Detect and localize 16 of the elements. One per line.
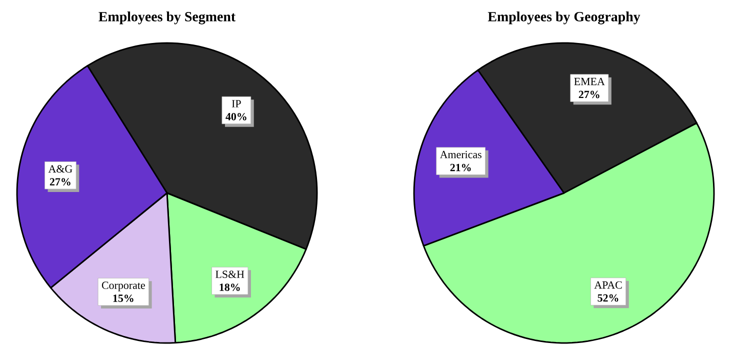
chart-title: Employees by Segment: [98, 12, 236, 24]
data-label: 52%: [598, 294, 618, 302]
slice-label: EMEA: [574, 78, 605, 86]
data-label: 15%: [113, 294, 134, 302]
data-label: 18%: [220, 284, 240, 291]
data-label: 40%: [226, 112, 246, 120]
slice-label: Corporate: [102, 282, 145, 292]
slice-label: LS&H: [216, 270, 244, 278]
slice-label: IP: [232, 100, 241, 108]
data-label: 21%: [450, 164, 471, 172]
data-label: 27%: [578, 90, 600, 98]
slice-label: Americas: [440, 150, 482, 158]
slice-label: A&G: [48, 165, 72, 173]
data-label: 27%: [50, 178, 70, 186]
slice-label: APAC: [594, 281, 622, 289]
chart-title: Employees by Geography: [488, 12, 640, 24]
